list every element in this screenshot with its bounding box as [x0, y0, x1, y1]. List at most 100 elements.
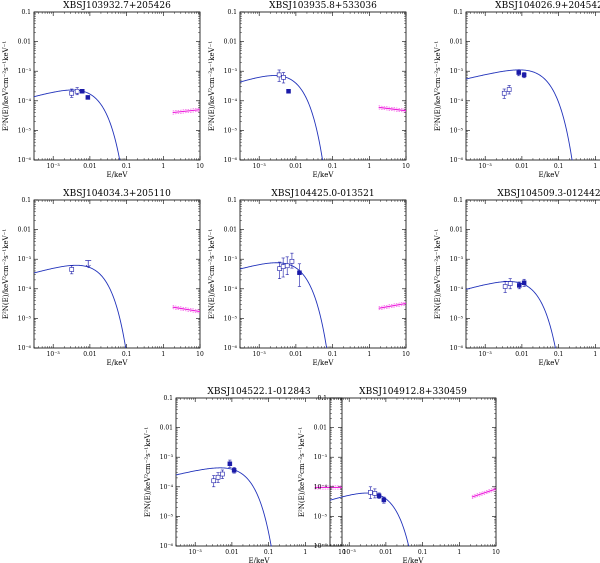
y-tick-label: 10⁻⁴ [160, 484, 174, 491]
xray-powerlaw [172, 306, 201, 313]
uv-point-filled [521, 72, 527, 78]
x-tick-label: 10⁻³ [253, 163, 267, 170]
y-axis-label: E²N(E)/keV²cm⁻²s⁻¹keV⁻¹ [298, 427, 306, 518]
xray-powerlaw-band [471, 490, 497, 499]
y-tick-label: 0.01 [314, 425, 327, 432]
y-tick-label: 0.1 [453, 9, 463, 16]
uv-point-filled [286, 89, 291, 94]
x-tick-label: 0.1 [554, 351, 564, 358]
y-tick-label: 10⁻⁵ [314, 513, 328, 520]
panel-title: XBSJ104912.8+330459 [359, 387, 467, 397]
x-axis-label: E/keV [249, 557, 271, 563]
uv-point-filled [521, 280, 527, 286]
y-tick-label: 0.01 [18, 39, 31, 46]
y-tick-label: 10⁻⁴ [450, 286, 464, 293]
x-axis-label: E/keV [539, 359, 561, 367]
x-tick-label: 0.1 [554, 163, 564, 170]
y-tick-label: 10⁻³ [450, 256, 464, 263]
y-tick-label: 0.1 [227, 9, 237, 16]
y-tick-label: 10⁻³ [18, 256, 32, 263]
xray-powerlaw [378, 302, 407, 309]
y-tick-label: 10⁻⁴ [450, 98, 464, 105]
model-curve [465, 69, 573, 161]
y-tick-label: 10⁻⁵ [18, 127, 32, 134]
x-tick-label: 10⁻³ [253, 351, 267, 358]
xray-powerlaw-band [172, 308, 201, 314]
x-tick-label: 0.1 [122, 351, 132, 358]
uv-point-filled [227, 461, 233, 467]
x-tick-label: 0.1 [418, 549, 428, 556]
model-curve [33, 89, 121, 161]
x-tick-label: 10⁻³ [479, 351, 493, 358]
x-tick-label: 1 [457, 549, 461, 556]
optical-point-open [280, 264, 286, 269]
y-tick-label: 10⁻⁶ [224, 345, 238, 352]
optical-point-open [69, 267, 75, 272]
y-axis-label: E²N(E)/keV²cm⁻²s⁻¹keV⁻¹ [208, 229, 216, 320]
xray-powerlaw [378, 106, 407, 112]
y-tick-label: 10⁻⁴ [224, 98, 238, 105]
xray-powerlaw-band [172, 305, 201, 311]
x-tick-label: 10⁻³ [189, 549, 203, 556]
x-tick-label: 1 [367, 163, 371, 170]
sed-panel: XBSJ104034.3+205110 10⁻⁶ 10⁻⁵ 10⁻⁴ 10⁻³ 0.01 0… [2, 189, 204, 367]
x-tick-label: 0.01 [83, 163, 96, 170]
uv-point-filled [376, 493, 382, 498]
y-tick-label: 0.1 [21, 197, 31, 204]
optical-point-open [289, 258, 295, 264]
plot-frame [33, 11, 201, 161]
plot-frame [465, 199, 600, 349]
optical-point-open [220, 471, 225, 477]
x-tick-label: 1 [367, 351, 371, 358]
x-tick-label: 10 [196, 163, 204, 170]
y-tick-label: 10⁻⁵ [450, 315, 464, 322]
model-curve [465, 281, 557, 349]
x-tick-label: 10 [402, 163, 410, 170]
plot-frame [33, 199, 201, 349]
x-tick-label: 0.01 [83, 351, 96, 358]
y-tick-label: 10⁻⁶ [314, 543, 328, 550]
panel-title: XBSJ103935.8+533036 [269, 1, 377, 11]
xray-powerlaw-band [378, 304, 407, 311]
optical-point-open [211, 478, 217, 484]
x-tick-label: 0.1 [328, 163, 338, 170]
x-tick-label: 0.1 [264, 549, 274, 556]
sed-panel: XBSJ104425.0-013521 10⁻⁶ 10⁻⁵ 10⁻⁴ 10⁻³ 0.01 0… [208, 189, 410, 367]
model-curve [239, 75, 324, 161]
y-tick-label: 10⁻⁵ [450, 127, 464, 134]
uv-point-filled [381, 497, 387, 503]
uv-point-filled [297, 270, 302, 275]
panel-title: XBSJ104425.0-013521 [271, 189, 374, 199]
x-tick-label: 10 [402, 351, 410, 358]
optical-point-open [501, 90, 507, 96]
x-axis-label: E/keV [313, 359, 335, 367]
sed-panel: XBSJ104912.8+330459 10⁻⁶ 10⁻⁵ 10⁻⁴ 10⁻³ 0.01 0… [298, 387, 500, 563]
y-axis-label: E²N(E)/keV²cm⁻²s⁻¹keV⁻¹ [2, 41, 10, 132]
sed-panel: XBSJ103932.7+205426 10⁻⁶ 10⁻⁵ 10⁻⁴ 10⁻³ 0.01 0… [2, 1, 204, 179]
y-axis-label: E²N(E)/keV²cm⁻²s⁻¹keV⁻¹ [144, 427, 152, 518]
xray-powerlaw [172, 109, 201, 114]
y-tick-label: 10⁻⁶ [18, 345, 32, 352]
x-tick-label: 10⁻³ [47, 351, 61, 358]
optical-point-open [502, 284, 508, 289]
y-tick-label: 10⁻⁴ [18, 286, 32, 293]
x-axis-label: E/keV [403, 557, 425, 563]
uv-point-filled [85, 95, 91, 100]
sed-panel: XBSJ104026.9+204542 10⁻⁶ 10⁻⁵ 10⁻⁴ 10⁻³ 0.01 0… [434, 1, 600, 179]
optical-point-open [215, 474, 221, 480]
x-tick-label: 1 [593, 163, 597, 170]
uv-point-filled [516, 70, 521, 75]
y-tick-label: 0.01 [224, 227, 237, 234]
y-axis-label: E²N(E)/keV²cm⁻²s⁻¹keV⁻¹ [2, 229, 10, 320]
plot-frame [239, 11, 407, 161]
sed-panel: XBSJ103935.8+533036 10⁻⁶ 10⁻⁵ 10⁻⁴ 10⁻³ 0.01 0… [208, 1, 410, 179]
y-tick-label: 0.1 [163, 395, 173, 402]
y-tick-label: 0.1 [453, 197, 463, 204]
plot-frame [465, 11, 600, 161]
y-tick-label: 10⁻⁴ [314, 484, 328, 491]
panel-title: XBSJ103932.7+205426 [63, 1, 171, 11]
xray-powerlaw-band [471, 487, 497, 496]
y-tick-label: 0.1 [227, 197, 237, 204]
x-tick-label: 10⁻³ [47, 163, 61, 170]
y-axis-label: E²N(E)/keV²cm⁻²s⁻¹keV⁻¹ [434, 229, 442, 320]
